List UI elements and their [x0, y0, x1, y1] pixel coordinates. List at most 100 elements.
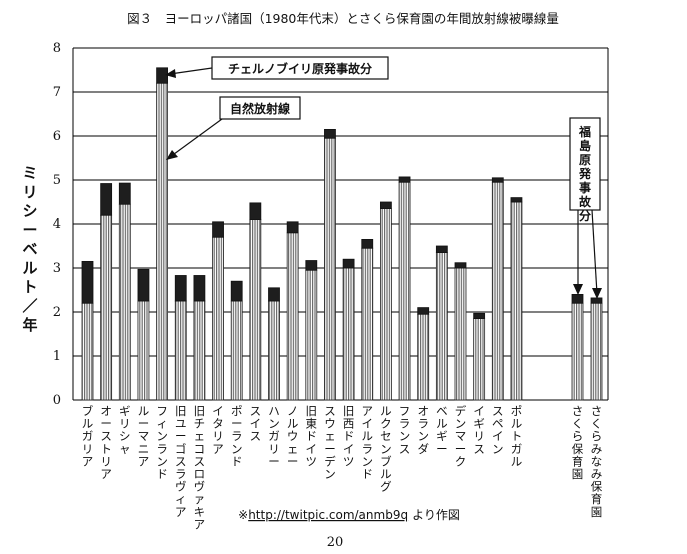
y-tick-label: 3 [53, 261, 61, 276]
y-tick-label: 1 [53, 349, 61, 364]
y-tick-label: 8 [53, 41, 61, 56]
bar-accident [100, 183, 113, 216]
x-tick-label: アイルランド [362, 404, 374, 481]
bar-natural [81, 302, 94, 401]
x-axis-labels: ブルガリアオーストリアギリシャルーマニアフィンランド旧ユーゴスラヴィア旧チェコス… [82, 404, 603, 531]
bar-accident [435, 245, 448, 253]
bar-natural [324, 137, 336, 401]
x-tick-label: イタリア [212, 404, 224, 456]
fukushima-arrowhead-left [573, 284, 583, 295]
fukushima-arrow-right [591, 209, 598, 295]
bar-natural [118, 203, 131, 401]
x-tick-label: ポーランド [231, 404, 243, 468]
bar-accident [473, 312, 486, 320]
bar-accident [398, 176, 411, 183]
bar-natural [571, 302, 584, 401]
bar-accident [118, 182, 131, 205]
bar-natural [212, 236, 224, 401]
bar-natural [398, 181, 411, 401]
source-note-suffix: より作図 [412, 508, 460, 522]
bar-natural [417, 313, 430, 401]
x-tick-label: オーストリア [100, 404, 112, 481]
x-tick-label: ノルウェー [287, 404, 299, 468]
y-tick-label: 0 [53, 393, 61, 408]
source-note: ※http://twitpic.com/anmb9q より作図 [238, 508, 460, 522]
bar-accident [137, 268, 150, 302]
bar-natural [435, 252, 448, 401]
x-tick-label: デンマーク [455, 404, 467, 468]
bar-natural [491, 181, 504, 401]
x-tick-label: オランダ [417, 404, 429, 456]
natural-arrow [169, 118, 223, 158]
x-tick-label: 旧チェコスロヴァキア [194, 404, 206, 531]
x-tick-label: ベルギー [436, 404, 448, 456]
natural-arrowhead [166, 150, 178, 160]
x-tick-label: フランス [399, 404, 411, 456]
x-tick-label: スウェーデン [324, 404, 336, 481]
bar-accident [230, 280, 243, 302]
page-number: 20 [327, 535, 344, 550]
bar-accident [454, 262, 467, 269]
bar-accident [324, 128, 336, 139]
bar-accident [491, 177, 504, 183]
x-tick-label: 旧西ドイツ [343, 404, 355, 468]
x-tick-label: スイス [250, 404, 262, 443]
x-tick-label: さくら保育園 [572, 404, 584, 481]
bar-accident [268, 287, 280, 302]
natural-callout-box [219, 96, 301, 120]
x-tick-label: ルーマニア [138, 404, 150, 468]
bar-natural [286, 232, 299, 401]
x-tick-label: ポルトガル [511, 404, 523, 468]
x-tick-label: イギリス [473, 404, 485, 456]
chernobyl-callout-text: チェルノブイリ原発事故分 [228, 61, 372, 76]
y-tick-label: 6 [53, 129, 61, 144]
bar-accident [156, 67, 169, 84]
bar-accident [590, 297, 603, 304]
chernobyl-arrow [169, 67, 213, 75]
bar-accident [361, 238, 374, 249]
bar-natural [156, 82, 169, 401]
source-link[interactable]: http://twitpic.com/anmb9q [248, 508, 408, 522]
bar-natural [174, 300, 187, 401]
bar-accident [249, 202, 262, 221]
source-note-prefix: ※ [238, 508, 248, 522]
chart-title: 図３ ヨーロッパ諸国（1980年代末）とさくら保育園の年間放射線被曝線量 [127, 11, 559, 26]
y-tick-label: 5 [53, 173, 61, 188]
bar-natural [379, 208, 392, 401]
bar-natural [249, 219, 262, 401]
bar-natural [137, 300, 150, 401]
x-tick-label: ルクセンブルグ [380, 404, 392, 494]
bar-natural [100, 214, 113, 401]
grid-layer [72, 47, 609, 401]
y-tick-label: 7 [53, 85, 61, 100]
y-axis-ticks: 0 1 2 3 4 5 6 7 8 [53, 41, 61, 408]
bar-natural [230, 300, 243, 401]
x-tick-label: ハンガリー [268, 404, 280, 468]
bar-accident [286, 221, 299, 234]
bar-natural [473, 318, 486, 401]
x-tick-label: さくらみなみ保育園 [591, 404, 603, 519]
bar-natural [342, 267, 355, 401]
bar-accident [379, 201, 392, 209]
bar-accident [212, 221, 224, 238]
x-tick-label: ギリシャ [119, 404, 131, 456]
x-tick-label: ブルガリア [82, 404, 94, 468]
bar-accident [305, 260, 318, 271]
bar-accident [174, 275, 187, 302]
x-tick-label: 旧ユーゴスラヴィア [175, 404, 187, 519]
bar-accident [571, 293, 584, 304]
bar-natural [268, 300, 280, 401]
chernobyl-arrowhead [165, 69, 176, 78]
y-tick-label: 4 [53, 217, 61, 232]
bar-accident [417, 307, 430, 315]
natural-callout-text: 自然放射線 [230, 101, 290, 116]
bar-natural [193, 300, 206, 401]
bar-natural [590, 302, 603, 401]
bar-accident [81, 260, 94, 304]
x-tick-label: フィンランド [156, 404, 168, 481]
fukushima-callout-text: 福島原発事故分 [578, 124, 592, 223]
bar-accident [193, 275, 206, 302]
x-tick-label: スペイン [492, 404, 504, 456]
bars [81, 67, 603, 401]
